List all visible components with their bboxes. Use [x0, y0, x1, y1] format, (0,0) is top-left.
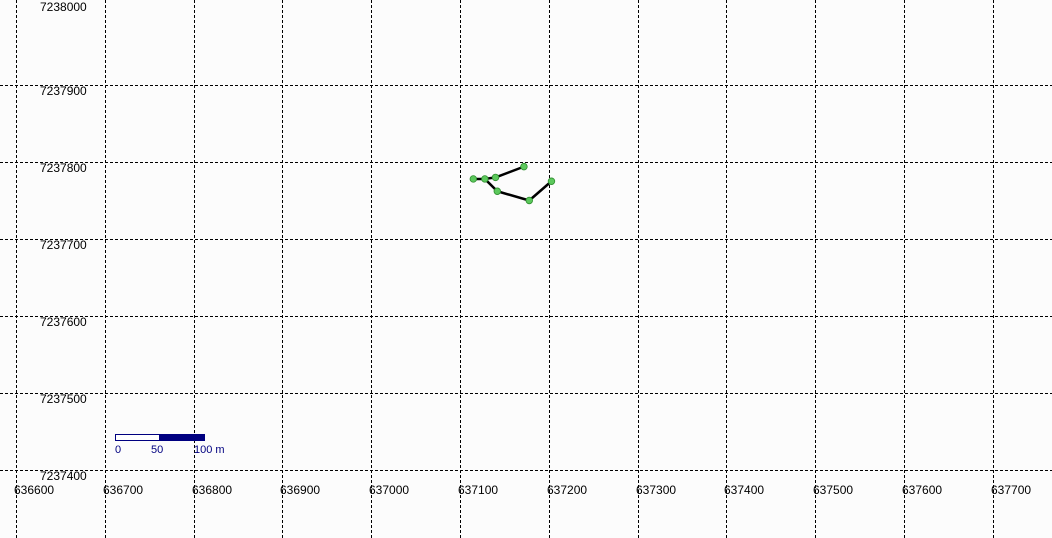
y-axis-label: 7237500 [40, 392, 87, 406]
scale-label-0: 0 [115, 444, 122, 456]
track-point[interactable] [525, 196, 533, 205]
scale-bar-segment-filled [159, 434, 205, 441]
y-axis-label: 7237400 [40, 469, 87, 483]
track-segment [496, 190, 531, 202]
scale-label-100: 100 m [194, 444, 225, 456]
scale-label-50: 50 [151, 444, 164, 456]
x-axis-label: 637100 [458, 483, 499, 497]
track-segment [494, 165, 526, 179]
y-axis-label: 7237600 [40, 315, 87, 329]
x-axis-label: 637000 [369, 483, 410, 497]
scale-bar-segment-empty [115, 434, 160, 441]
x-axis-label: 637500 [813, 483, 854, 497]
x-axis-label: 637300 [636, 483, 677, 497]
track-point[interactable] [469, 175, 478, 183]
track-point[interactable] [520, 162, 528, 171]
x-axis-label: 636900 [280, 483, 321, 497]
x-axis-label: 637400 [724, 483, 765, 497]
x-axis-label: 636700 [103, 483, 144, 497]
scale-bar: 0 50 100 m [112, 434, 242, 464]
x-axis-label: 637200 [547, 483, 588, 497]
x-axis-label: 636800 [192, 483, 233, 497]
y-axis-label: 7237900 [40, 84, 87, 98]
x-axis-label: 637600 [902, 483, 943, 497]
y-axis-label: 7237700 [40, 238, 87, 252]
x-axis-label: 637700 [991, 483, 1032, 497]
track-point[interactable] [491, 173, 500, 182]
y-axis-label: 7237800 [40, 161, 87, 175]
x-axis-label: 636600 [14, 483, 55, 497]
track-point[interactable] [493, 187, 501, 195]
track-point[interactable] [481, 175, 489, 183]
y-axis-label: 7238000 [40, 0, 87, 14]
track-point[interactable] [547, 177, 556, 185]
track-segment [528, 180, 553, 202]
